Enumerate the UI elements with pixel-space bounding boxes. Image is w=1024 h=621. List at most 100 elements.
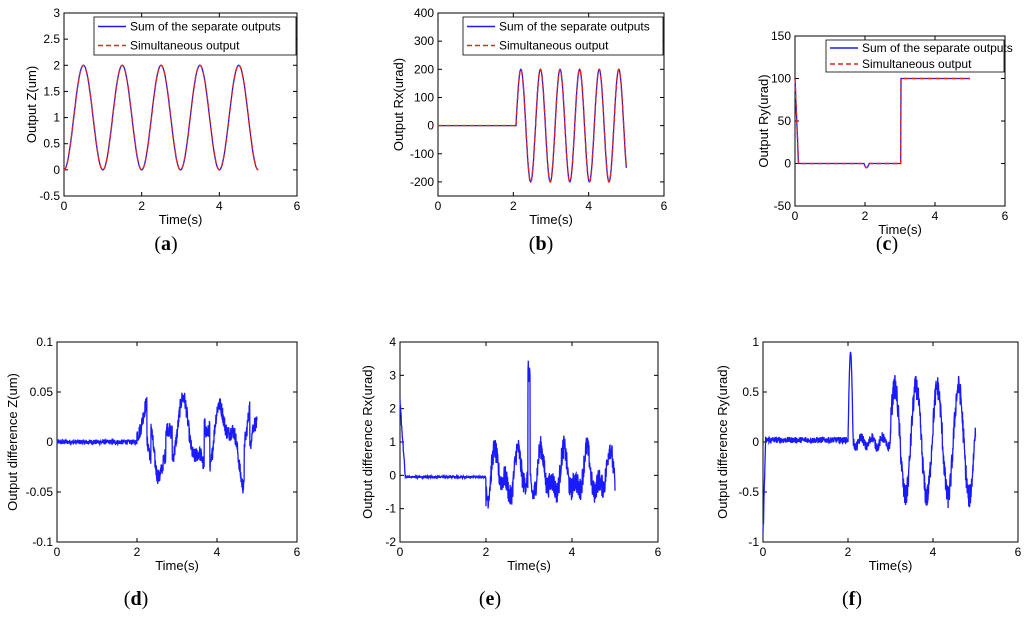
x-tick-label: 6 (294, 199, 301, 213)
legend-entry: Simultaneous output (499, 39, 609, 53)
y-tick-label: -50 (774, 199, 792, 213)
chart-panel-b: -200 -100 0 100 200 300 400 0 2 4 6 Output Rx(urad… (391, 6, 668, 255)
legend-entry: Sum of the separate outputs (499, 20, 650, 34)
y-tick-label: 0 (46, 435, 53, 449)
y-tick-label: 400 (414, 6, 434, 20)
y-tick-label: 1 (389, 435, 396, 449)
panel-label: (b) (529, 233, 553, 255)
y-axis-label: Output Z(um) (24, 66, 39, 143)
panel-label: (d) (124, 588, 148, 610)
legend-entry: Simultaneous output (130, 39, 240, 53)
series-line-blue (762, 351, 977, 533)
y-tick-label: 2 (53, 58, 60, 72)
x-tick-label: 6 (661, 199, 668, 213)
y-axis-label: Output Ry(urad) (756, 74, 771, 167)
y-axis-label: Output Rx(urad) (391, 58, 406, 151)
y-tick-label: 0 (752, 435, 759, 449)
x-tick-label: 0 (435, 199, 442, 213)
plot-frame (437, 12, 665, 197)
y-tick-label: 2.5 (43, 32, 60, 46)
y-tick-label: -0.1 (32, 535, 53, 549)
x-tick-label: 4 (930, 545, 937, 559)
panel-label: (e) (479, 588, 501, 610)
y-tick-label: 50 (778, 114, 792, 128)
panel-label: (f) (842, 588, 862, 610)
legend-entry: Sum of the separate outputs (130, 20, 281, 34)
y-tick-label: 0 (784, 157, 791, 171)
chart-panel-a: -0.500.511.522.530 2 4 6 Output Z(um) Time(… (24, 6, 301, 255)
series-line-blue (399, 360, 616, 509)
y-tick-label: -0.5 (738, 485, 759, 499)
x-tick-label: 2 (483, 545, 490, 559)
y-tick-label: 0 (53, 163, 60, 177)
y-tick-label: 0.5 (43, 137, 60, 151)
legend: Sum of the separate outputs Simultaneous… (462, 16, 664, 56)
x-tick-label: 0 (792, 209, 799, 223)
x-axis-label: Time(s) (155, 558, 199, 573)
series-line-red (438, 68, 627, 183)
plot-frame (63, 12, 298, 197)
chart-panel-f: -1 -0.5 0 0.5 1 0 2 4 6 Output difference Ry(ura… (715, 335, 1022, 610)
y-tick-label: 1 (53, 111, 60, 125)
panel-label: (c) (876, 233, 898, 255)
y-tick-label: -2 (385, 535, 396, 549)
y-tick-label: -1 (385, 502, 396, 516)
x-tick-label: 2 (134, 545, 141, 559)
series-line-red (794, 77, 970, 169)
x-axis-label: Time(s) (507, 558, 551, 573)
x-tick-label: 4 (216, 199, 223, 213)
x-tick-label: 0 (397, 545, 404, 559)
y-tick-label: -100 (410, 147, 434, 161)
x-tick-label: 2 (138, 199, 145, 213)
y-tick-label: 0.05 (30, 385, 54, 399)
x-tick-label: 0 (54, 545, 61, 559)
y-tick-label: 100 (771, 72, 791, 86)
x-tick-label: 0 (61, 199, 68, 213)
legend-entry: Sum of the separate outputs (862, 41, 1013, 55)
y-tick-label: 0.5 (742, 385, 759, 399)
x-tick-label: 2 (845, 545, 852, 559)
y-axis-label: Output difference Z(um) (5, 373, 20, 511)
x-axis-label: Time(s) (869, 558, 913, 573)
legend-box (825, 39, 1005, 73)
x-axis-label: Time(s) (878, 222, 922, 237)
chart-panel-d: -0.1 -0.05 0 0.05 0.1 0 2 4 6 Output difference … (5, 335, 301, 610)
x-tick-label: 2 (862, 209, 869, 223)
x-tick-label: 4 (585, 199, 592, 213)
x-tick-label: 2 (510, 199, 517, 213)
y-axis-label: Output difference Rx(urad) (360, 365, 375, 519)
x-tick-label: 4 (569, 545, 576, 559)
y-tick-label: -0.5 (39, 189, 60, 203)
x-tick-label: 6 (655, 545, 662, 559)
x-tick-label: 6 (1015, 545, 1022, 559)
legend: Sum of the separate outputs Simultaneous… (93, 16, 297, 56)
x-tick-label: 4 (214, 545, 221, 559)
x-tick-label: 6 (1002, 209, 1009, 223)
x-tick-label: 6 (294, 545, 301, 559)
y-tick-label: 200 (414, 62, 434, 76)
series-line-red (63, 64, 259, 171)
y-axis-label: Output difference Ry(urad) (715, 365, 730, 519)
legend-entry: Simultaneous output (862, 57, 972, 71)
y-tick-label: 0 (427, 119, 434, 133)
y-tick-label: 2 (389, 402, 396, 416)
legend: Sum of the separate outputs Simultaneous… (825, 39, 1013, 73)
x-tick-label: 4 (932, 209, 939, 223)
y-tick-label: 0.1 (36, 335, 53, 349)
y-tick-label: 0 (389, 468, 396, 482)
series-line-blue (56, 392, 258, 494)
y-tick-label: -0.05 (26, 485, 54, 499)
y-tick-label: 100 (414, 90, 434, 104)
y-tick-label: 1.5 (43, 84, 60, 98)
legend-box (93, 16, 297, 56)
x-axis-label: Time(s) (529, 212, 573, 227)
panel-label: (a) (154, 233, 177, 255)
y-tick-label: 3 (53, 6, 60, 20)
series-line-blue (794, 77, 970, 169)
x-tick-label: 0 (760, 545, 767, 559)
y-tick-label: 150 (771, 29, 791, 43)
y-tick-label: 3 (389, 368, 396, 382)
y-tick-label: -200 (410, 175, 434, 189)
